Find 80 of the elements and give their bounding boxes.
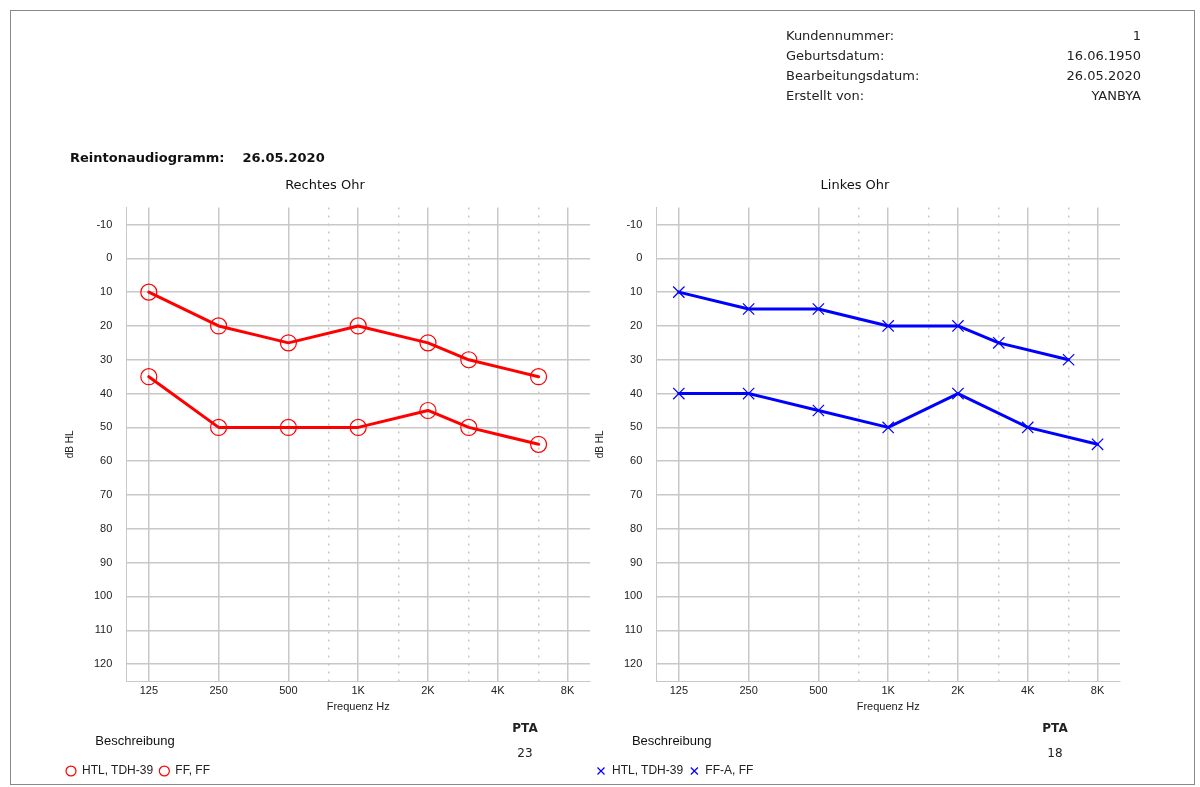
chart-title: Rechtes Ohr bbox=[285, 177, 366, 193]
point bbox=[812, 404, 825, 417]
y-tick-label: 20 bbox=[100, 318, 113, 331]
y-tick-label: 120 bbox=[623, 657, 643, 670]
legend-label: FF, FF bbox=[175, 763, 211, 778]
y-axis-title: dB HL bbox=[63, 429, 75, 459]
legend-label: HTL, TDH-39 bbox=[82, 763, 154, 778]
x-tick-label: 250 bbox=[739, 683, 758, 696]
y-tick-label: 60 bbox=[100, 454, 113, 467]
y-tick-label: 10 bbox=[630, 285, 643, 298]
x-tick-label: 4K bbox=[1021, 683, 1036, 696]
point bbox=[881, 319, 895, 333]
y-tick-label: 100 bbox=[93, 589, 113, 602]
text: Kundennummer: bbox=[786, 27, 896, 45]
x-tick-label: 125 bbox=[139, 683, 158, 696]
y-tick-label: 30 bbox=[630, 352, 643, 365]
text: 26.05.2020 bbox=[242, 150, 325, 165]
text: 18 bbox=[1046, 746, 1064, 760]
x-tick-label: 1K bbox=[351, 683, 366, 696]
y-tick-label: -10 bbox=[626, 217, 643, 230]
y-tick-label: 0 bbox=[106, 251, 113, 264]
y-tick-label: 70 bbox=[630, 488, 643, 501]
y-tick-label: 110 bbox=[624, 623, 643, 636]
x-tick-label: 8K bbox=[560, 683, 575, 696]
x-tick-label: 2K bbox=[951, 683, 966, 696]
legend-title: Beschreibung bbox=[95, 733, 175, 749]
y-tick-label: 100 bbox=[623, 589, 643, 602]
x-tick-label: 250 bbox=[209, 683, 228, 696]
y-tick-label: 120 bbox=[93, 657, 113, 670]
legend-title: Beschreibung bbox=[631, 733, 712, 749]
text: 23 bbox=[516, 746, 534, 760]
text: 1 bbox=[1131, 27, 1141, 45]
point bbox=[742, 387, 755, 400]
y-tick-label: -10 bbox=[96, 217, 113, 230]
y-tick-label: 90 bbox=[100, 555, 113, 568]
text: PTA bbox=[1041, 721, 1069, 735]
point bbox=[812, 302, 825, 316]
y-tick-label: 40 bbox=[630, 386, 643, 399]
point bbox=[951, 319, 965, 333]
text: Geburtsdatum: bbox=[786, 47, 886, 65]
x-tick-label: 4K bbox=[491, 683, 506, 696]
y-tick-label: 0 bbox=[636, 251, 643, 264]
y-tick-label: 30 bbox=[100, 352, 113, 365]
x-tick-label: 500 bbox=[279, 683, 298, 696]
point bbox=[672, 285, 686, 299]
text: 26.05.2020 bbox=[1066, 67, 1141, 85]
text: Bearbeitungsdatum: bbox=[786, 67, 921, 85]
point bbox=[1021, 421, 1035, 434]
x-tick-label: 8K bbox=[1090, 683, 1105, 696]
point bbox=[881, 421, 895, 434]
point bbox=[1091, 438, 1104, 451]
text: 16.06.1950 bbox=[1066, 47, 1141, 65]
text: YANBYA bbox=[1090, 87, 1141, 105]
y-tick-label: 80 bbox=[630, 521, 643, 534]
text: Erstellt von: bbox=[786, 87, 866, 105]
point bbox=[742, 302, 755, 316]
chart-title: Linkes Ohr bbox=[820, 177, 891, 193]
y-tick-label: 20 bbox=[630, 318, 643, 331]
y-tick-label: 110 bbox=[94, 623, 113, 636]
y-axis-title: dB HL bbox=[593, 429, 605, 459]
point bbox=[672, 387, 686, 400]
y-tick-label: 80 bbox=[100, 521, 113, 534]
x-tick-label: 500 bbox=[809, 683, 828, 696]
y-tick-label: 60 bbox=[630, 454, 643, 467]
text: Reintonaudiogramm: bbox=[70, 150, 225, 165]
legend-label: HTL, TDH-39 bbox=[612, 763, 684, 778]
y-tick-label: 10 bbox=[100, 285, 113, 298]
point bbox=[951, 387, 965, 400]
y-tick-label: 70 bbox=[100, 488, 113, 501]
y-tick-label: 90 bbox=[630, 555, 643, 568]
x-tick-label: 2K bbox=[421, 683, 436, 696]
y-tick-label: 40 bbox=[100, 386, 113, 399]
text: PTA bbox=[511, 721, 539, 735]
legend-label: FF-A, FF bbox=[705, 763, 754, 778]
y-tick-label: 50 bbox=[100, 420, 113, 433]
x-tick-label: 1K bbox=[881, 683, 896, 696]
x-tick-label: 125 bbox=[669, 683, 688, 696]
x-axis-title: Frequenz Hz bbox=[856, 699, 920, 712]
y-tick-label: 50 bbox=[630, 420, 643, 433]
x-axis-title: Frequenz Hz bbox=[326, 699, 390, 712]
